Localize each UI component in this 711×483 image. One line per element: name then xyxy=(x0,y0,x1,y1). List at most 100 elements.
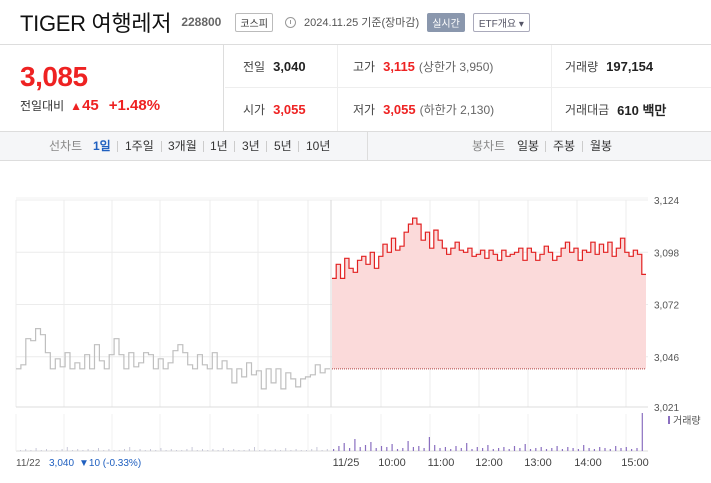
volume-bar xyxy=(92,450,94,451)
volume-bar xyxy=(444,447,446,451)
price-chart: 3,124 3,098 3,072 3,046 3,021 거래량 11/25 10:00 11… xyxy=(0,162,711,483)
volume-bar xyxy=(524,444,526,451)
period-3m[interactable]: 3개월 xyxy=(168,139,197,153)
y-tick-label: 3,021 xyxy=(654,403,679,414)
x-tick-label: 15:00 xyxy=(621,457,649,469)
y-tick-label: 3,124 xyxy=(654,196,679,207)
divider xyxy=(0,44,711,45)
volume-bar xyxy=(492,449,494,451)
period-1w[interactable]: 1주일 xyxy=(125,139,154,153)
volume-bar xyxy=(51,450,53,451)
volume-bar xyxy=(66,447,68,451)
realtime-button[interactable]: 실시간 xyxy=(427,12,465,32)
volume-bar xyxy=(466,443,468,451)
volume-bar xyxy=(545,449,548,451)
volume-bar xyxy=(181,450,183,451)
volume-bar xyxy=(625,447,627,451)
volume-bar xyxy=(370,442,372,451)
volume-bar xyxy=(46,449,47,451)
volume-bar xyxy=(599,447,601,451)
volume-bar xyxy=(207,450,209,451)
volume-bar xyxy=(77,449,79,451)
volume-bar xyxy=(359,447,361,451)
volume-bar xyxy=(326,449,328,451)
stat-low: 저가 3,055 (하한가 2,130) xyxy=(353,102,495,117)
volume-bar xyxy=(380,446,383,451)
volume-bar xyxy=(407,441,409,451)
stat-volume: 거래량 197,154 xyxy=(565,59,654,74)
volume-bar xyxy=(264,449,266,451)
prev-day-change: ▼10 (-0.33%) xyxy=(79,458,141,469)
volume-bar xyxy=(620,448,622,451)
candle-weekly[interactable]: 주봉 xyxy=(553,139,576,153)
volume-bar xyxy=(513,446,516,451)
change-amount: ▲45 xyxy=(70,97,99,115)
volume-bar xyxy=(20,450,21,451)
volume-legend: 거래량 xyxy=(673,415,701,427)
volume-bar xyxy=(103,450,105,451)
volume-bar xyxy=(577,449,579,451)
volume-bar xyxy=(418,446,420,451)
prev-day-date: 11/22 xyxy=(16,458,41,469)
volume-bar xyxy=(556,446,558,451)
volume-bar xyxy=(535,448,537,451)
volume-bar xyxy=(155,450,157,451)
volume-bar xyxy=(280,450,281,451)
chart-toolbar: 선차트 1일 1주일 3개월 1년 3년 5년 10년 봉차트 일봉 주봉 월봉 xyxy=(0,131,711,161)
volume-bar xyxy=(412,447,414,451)
volume-bar xyxy=(61,449,63,451)
current-price: 3,085 xyxy=(20,61,88,92)
prev-day-line xyxy=(16,328,330,390)
volume-bar xyxy=(588,448,590,451)
price-box: 3,085 전일대비 ▲45 +1.48% xyxy=(0,45,224,131)
volume-bar xyxy=(202,449,203,451)
y-tick-label: 3,046 xyxy=(654,353,679,364)
date-text: 2024.11.25 기준(장마감) xyxy=(303,17,420,29)
volume-bar xyxy=(238,450,240,451)
period-1d[interactable]: 1일 xyxy=(93,139,111,153)
prev-day-close: 3,040 xyxy=(49,458,74,469)
volume-bar xyxy=(476,447,478,451)
volume-bar xyxy=(636,448,638,451)
volume-bar xyxy=(306,450,307,451)
etf-overview-dropdown[interactable]: ETF개요 ▾ xyxy=(472,12,530,32)
volume-bar xyxy=(375,448,377,451)
change-percent: +1.48% xyxy=(108,97,161,114)
change-label: 전일대비 xyxy=(20,99,65,113)
volume-bar xyxy=(124,449,125,451)
volume-bar xyxy=(364,445,367,451)
volume-bar xyxy=(269,450,271,451)
volume-bar xyxy=(160,448,162,451)
volume-bar xyxy=(233,449,235,451)
line-chart-label: 선차트 xyxy=(49,139,83,153)
volume-bar xyxy=(423,448,425,451)
volume-bar xyxy=(300,450,302,451)
x-tick-label: 11:00 xyxy=(428,457,455,469)
volume-bar xyxy=(604,448,606,451)
volume-bar xyxy=(176,450,177,451)
volume-bar xyxy=(243,450,245,451)
candle-daily[interactable]: 일봉 xyxy=(517,139,540,153)
volume-bar xyxy=(567,447,569,451)
candle-monthly[interactable]: 월봉 xyxy=(590,139,613,153)
today-area xyxy=(332,218,646,369)
volume-bar xyxy=(98,448,99,451)
volume-bar xyxy=(25,449,27,451)
period-10y[interactable]: 10년 xyxy=(306,139,331,153)
period-1y[interactable]: 1년 xyxy=(210,139,228,153)
volume-bar xyxy=(508,449,510,451)
x-tick-label: 11/25 xyxy=(333,457,360,469)
period-5y[interactable]: 5년 xyxy=(274,139,292,153)
period-3y[interactable]: 3년 xyxy=(242,139,260,153)
volume-bar xyxy=(551,448,553,451)
volume-bar xyxy=(503,447,505,451)
volume-bar xyxy=(321,450,323,451)
volume-bar xyxy=(196,450,198,451)
volume-bar xyxy=(583,445,585,451)
volume-bar xyxy=(471,449,473,451)
volume-bar xyxy=(259,450,261,451)
volume-bar xyxy=(82,450,84,451)
volume-bar xyxy=(30,450,32,451)
volume-bar xyxy=(150,449,151,451)
